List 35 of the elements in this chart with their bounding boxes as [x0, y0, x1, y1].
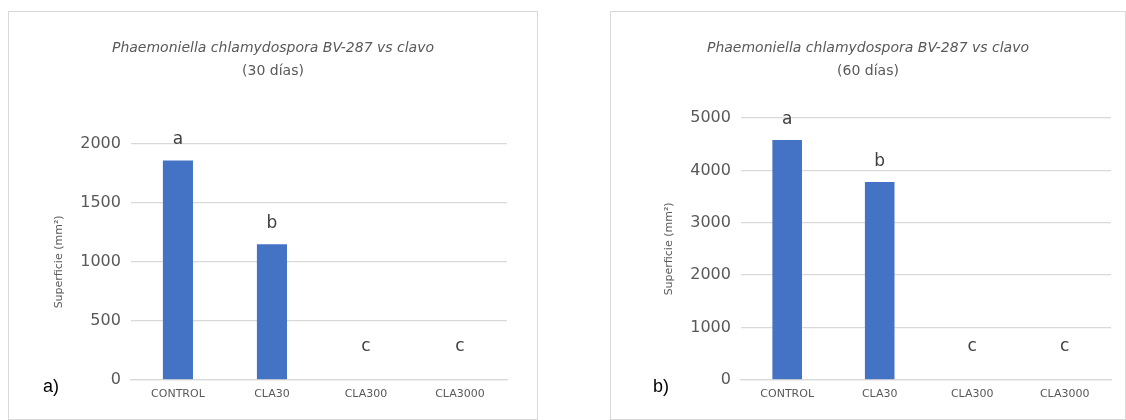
y-tick-label: 0	[720, 368, 731, 388]
y-tick-label: 500	[90, 310, 121, 330]
chart-subtitle: (30 días)	[241, 61, 305, 80]
x-tick-label: CLA3000	[1039, 387, 1090, 401]
annotation: c	[361, 334, 371, 355]
y-tick-label: 2000	[80, 133, 121, 153]
y-axis-title: Superficie (mm²)	[662, 202, 676, 296]
y-tick-label: 0	[110, 368, 121, 388]
annotation: b	[874, 149, 886, 170]
x-tick-label: CLA300	[344, 387, 388, 401]
x-tick-label: CONTROL	[760, 387, 815, 401]
chart-subtitle: (60 días)	[836, 61, 900, 80]
x-tick-label: CLA30	[861, 387, 898, 401]
y-tick-label: 3000	[690, 211, 731, 231]
y-tick-label: 4000	[690, 159, 731, 179]
text: b)	[652, 375, 669, 396]
x-tick-label: CLA30	[254, 387, 290, 401]
annotation: c	[1060, 334, 1070, 355]
y-tick-label: 5000	[690, 107, 731, 127]
text: a)	[42, 375, 59, 396]
y-tick-label: 1500	[80, 192, 121, 212]
y-tick-label: 2000	[690, 264, 731, 284]
annotation: b	[266, 212, 278, 233]
chart-title: Phaemoniella chlamydospora BV-287 vs clavo	[705, 38, 1031, 57]
y-tick-label: 1000	[690, 316, 731, 336]
x-tick-label: CONTROL	[151, 387, 206, 401]
annotation: c	[455, 334, 465, 355]
chart-title: Phaemoniella chlamydospora BV-287 vs clavo	[110, 38, 436, 57]
annotation: a	[172, 128, 184, 149]
annotation: a	[781, 107, 793, 128]
y-axis-title: Superficie (mm²)	[52, 215, 66, 309]
annotation: c	[967, 334, 977, 355]
x-tick-label: CLA3000	[435, 387, 485, 401]
y-tick-label: 1000	[80, 251, 121, 271]
x-tick-label: CLA300	[950, 387, 994, 401]
